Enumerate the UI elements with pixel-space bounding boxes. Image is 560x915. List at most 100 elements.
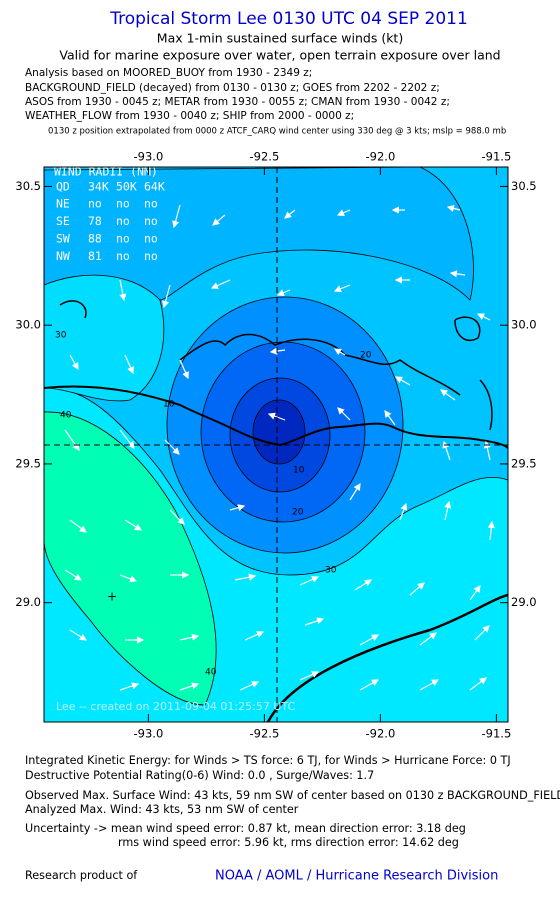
wind-radii-header: 50K xyxy=(116,180,137,194)
wind-vector xyxy=(440,389,456,401)
wind-vector xyxy=(384,410,396,426)
wind-radii-cell: no xyxy=(116,249,130,263)
footer-line: rms wind speed error: 5.96 kt, rms direc… xyxy=(118,836,459,849)
wind-vector xyxy=(469,677,487,691)
x-tick-label: -93.0 xyxy=(134,727,164,741)
wind-vector xyxy=(419,679,440,691)
wind-vector xyxy=(179,359,189,380)
x-tick-label: -91.5 xyxy=(482,727,512,741)
contour-label: 10 xyxy=(293,466,305,476)
watermark: Lee -- created on 2011-09-04 01:25:57 UT… xyxy=(56,700,295,713)
wind-vector xyxy=(269,347,286,355)
wind-vector xyxy=(172,204,181,229)
wind-vector xyxy=(64,569,83,581)
wind-radii-cell: NE xyxy=(56,197,70,211)
wind-vector xyxy=(474,625,490,641)
wind-vector xyxy=(169,509,185,525)
max-wind-marker: + xyxy=(107,590,117,604)
footer-line: Analyzed Max. Wind: 43 kts, 53 nm SW of … xyxy=(25,803,299,816)
wind-vector xyxy=(469,585,481,601)
wind-vector xyxy=(359,634,380,646)
wind-radii-cell: no xyxy=(88,197,102,211)
y-tick-label: 30.5 xyxy=(511,179,537,193)
analysis-line: WEATHER_FLOW from 1930 - 0040 z; SHIP fr… xyxy=(25,110,354,122)
map: + 30 40 10 20 10 20 30 40 Lee -- created… xyxy=(44,167,508,722)
wind-vector xyxy=(69,629,88,641)
wind-radii-header: QD xyxy=(56,180,70,194)
contour-label: 20 xyxy=(292,508,304,518)
wind-radii-cell: 88 xyxy=(88,232,102,246)
contour-band xyxy=(44,167,474,301)
wind-vector xyxy=(119,682,140,691)
wind-vector xyxy=(124,519,143,531)
wind-vector xyxy=(179,633,200,641)
wind-vector xyxy=(69,519,87,533)
x-tick-label: -92.5 xyxy=(250,150,280,164)
wind-radii-cell: no xyxy=(116,214,130,228)
wind-vector xyxy=(69,354,79,371)
footer-line: Destructive Potential Rating(0-6) Wind: … xyxy=(25,769,374,782)
wind-radii-cell: no xyxy=(144,197,158,211)
coastline xyxy=(44,385,508,449)
wind-vector xyxy=(284,209,296,219)
x-tick-label: -92.0 xyxy=(366,727,396,741)
wind-vector xyxy=(336,209,351,217)
wind-vector xyxy=(337,407,351,421)
wind-vector xyxy=(444,500,452,521)
y-tick-label: 30.0 xyxy=(15,318,41,332)
contour-label: 10 xyxy=(163,400,175,410)
wind-vector xyxy=(359,679,380,691)
wind-radii-cell: SW xyxy=(56,232,70,246)
wind-vector xyxy=(64,429,80,451)
wind-vector xyxy=(333,348,346,356)
wind-vector xyxy=(409,582,425,596)
contour-label: 30 xyxy=(325,566,337,576)
analysis-line: Analysis based on MOORED_BUOY from 1930 … xyxy=(25,67,312,79)
wind-vector xyxy=(276,289,291,297)
wind-vector xyxy=(162,284,171,309)
credit-prefix: Research product of xyxy=(25,869,138,882)
wind-vector xyxy=(119,574,138,583)
wind-vector xyxy=(234,573,257,581)
wind-radii-cell: no xyxy=(144,232,158,246)
x-tick-label: -92.5 xyxy=(250,727,280,741)
wind-vector xyxy=(476,313,491,321)
wind-vector xyxy=(210,279,231,289)
wind-vector xyxy=(124,354,134,375)
y-tick-label: 29.0 xyxy=(15,595,41,609)
contour-label: 20 xyxy=(360,351,372,361)
wind-vector xyxy=(349,482,361,501)
y-tick-label: 29.5 xyxy=(511,456,537,470)
wind-vector xyxy=(449,270,466,278)
wind-vector xyxy=(394,376,411,386)
wind-radii-cell: no xyxy=(144,214,158,228)
axes: -93.0 -93.0 -92.5 -92.5 -92.0 -92.0 -91.5 -91.5… xyxy=(15,150,536,741)
gale-contour xyxy=(266,593,508,722)
wind-radii-header: 34K xyxy=(88,180,109,194)
wind-vector xyxy=(304,617,325,626)
wind-radii-cell: 78 xyxy=(88,214,102,228)
wind-radii-cell: SE xyxy=(56,214,70,228)
y-tick-label: 29.0 xyxy=(511,595,537,609)
wind-vector xyxy=(446,204,461,212)
wind-vector xyxy=(487,520,495,541)
wind-radii-cell: no xyxy=(144,249,158,263)
coastline xyxy=(59,300,493,431)
wind-vector xyxy=(179,682,200,691)
wind-vector xyxy=(419,632,437,646)
wind-vector xyxy=(239,681,260,691)
wind-vectors xyxy=(64,204,495,691)
wind-vector xyxy=(212,214,226,226)
y-tick-label: 30.0 xyxy=(511,318,537,332)
wind-vector xyxy=(119,429,135,449)
footer-line: Integrated Kinetic Energy: for Winds > T… xyxy=(25,754,511,767)
x-tick-label: -93.0 xyxy=(134,150,164,164)
wind-vector xyxy=(299,671,320,681)
validity: Valid for marine exposure over water, op… xyxy=(59,48,500,63)
x-tick-label: -91.5 xyxy=(482,150,512,164)
map-frame xyxy=(43,166,509,723)
wind-radii-header: 64K xyxy=(144,180,165,194)
